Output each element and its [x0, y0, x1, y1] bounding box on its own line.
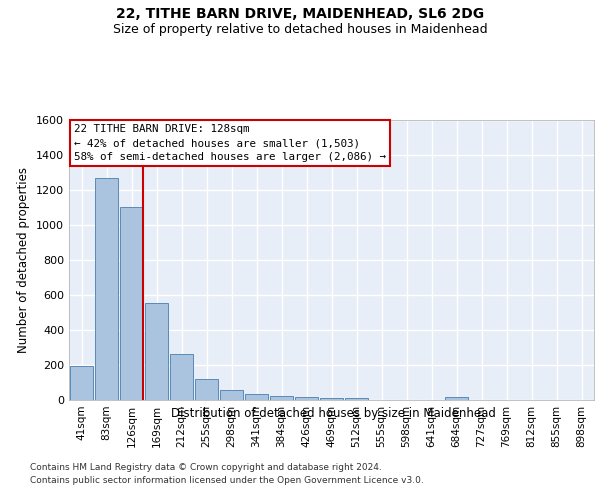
Bar — [295, 398, 319, 400]
Text: Size of property relative to detached houses in Maidenhead: Size of property relative to detached ho… — [113, 22, 487, 36]
Bar — [320, 398, 343, 400]
Bar — [445, 396, 469, 400]
Bar — [95, 178, 118, 400]
Bar — [220, 390, 244, 400]
Bar — [170, 354, 193, 400]
Bar — [194, 379, 218, 400]
Text: Distribution of detached houses by size in Maidenhead: Distribution of detached houses by size … — [170, 408, 496, 420]
Text: 22, TITHE BARN DRIVE, MAIDENHEAD, SL6 2DG: 22, TITHE BARN DRIVE, MAIDENHEAD, SL6 2D… — [116, 8, 484, 22]
Bar — [145, 303, 169, 400]
Bar — [70, 366, 94, 400]
Text: Contains HM Land Registry data © Crown copyright and database right 2024.: Contains HM Land Registry data © Crown c… — [30, 462, 382, 471]
Bar — [119, 208, 143, 400]
Text: Contains public sector information licensed under the Open Government Licence v3: Contains public sector information licen… — [30, 476, 424, 485]
Bar — [245, 394, 268, 400]
Text: 22 TITHE BARN DRIVE: 128sqm
← 42% of detached houses are smaller (1,503)
58% of : 22 TITHE BARN DRIVE: 128sqm ← 42% of det… — [74, 124, 386, 162]
Bar — [269, 396, 293, 400]
Y-axis label: Number of detached properties: Number of detached properties — [17, 167, 31, 353]
Bar — [344, 398, 368, 400]
